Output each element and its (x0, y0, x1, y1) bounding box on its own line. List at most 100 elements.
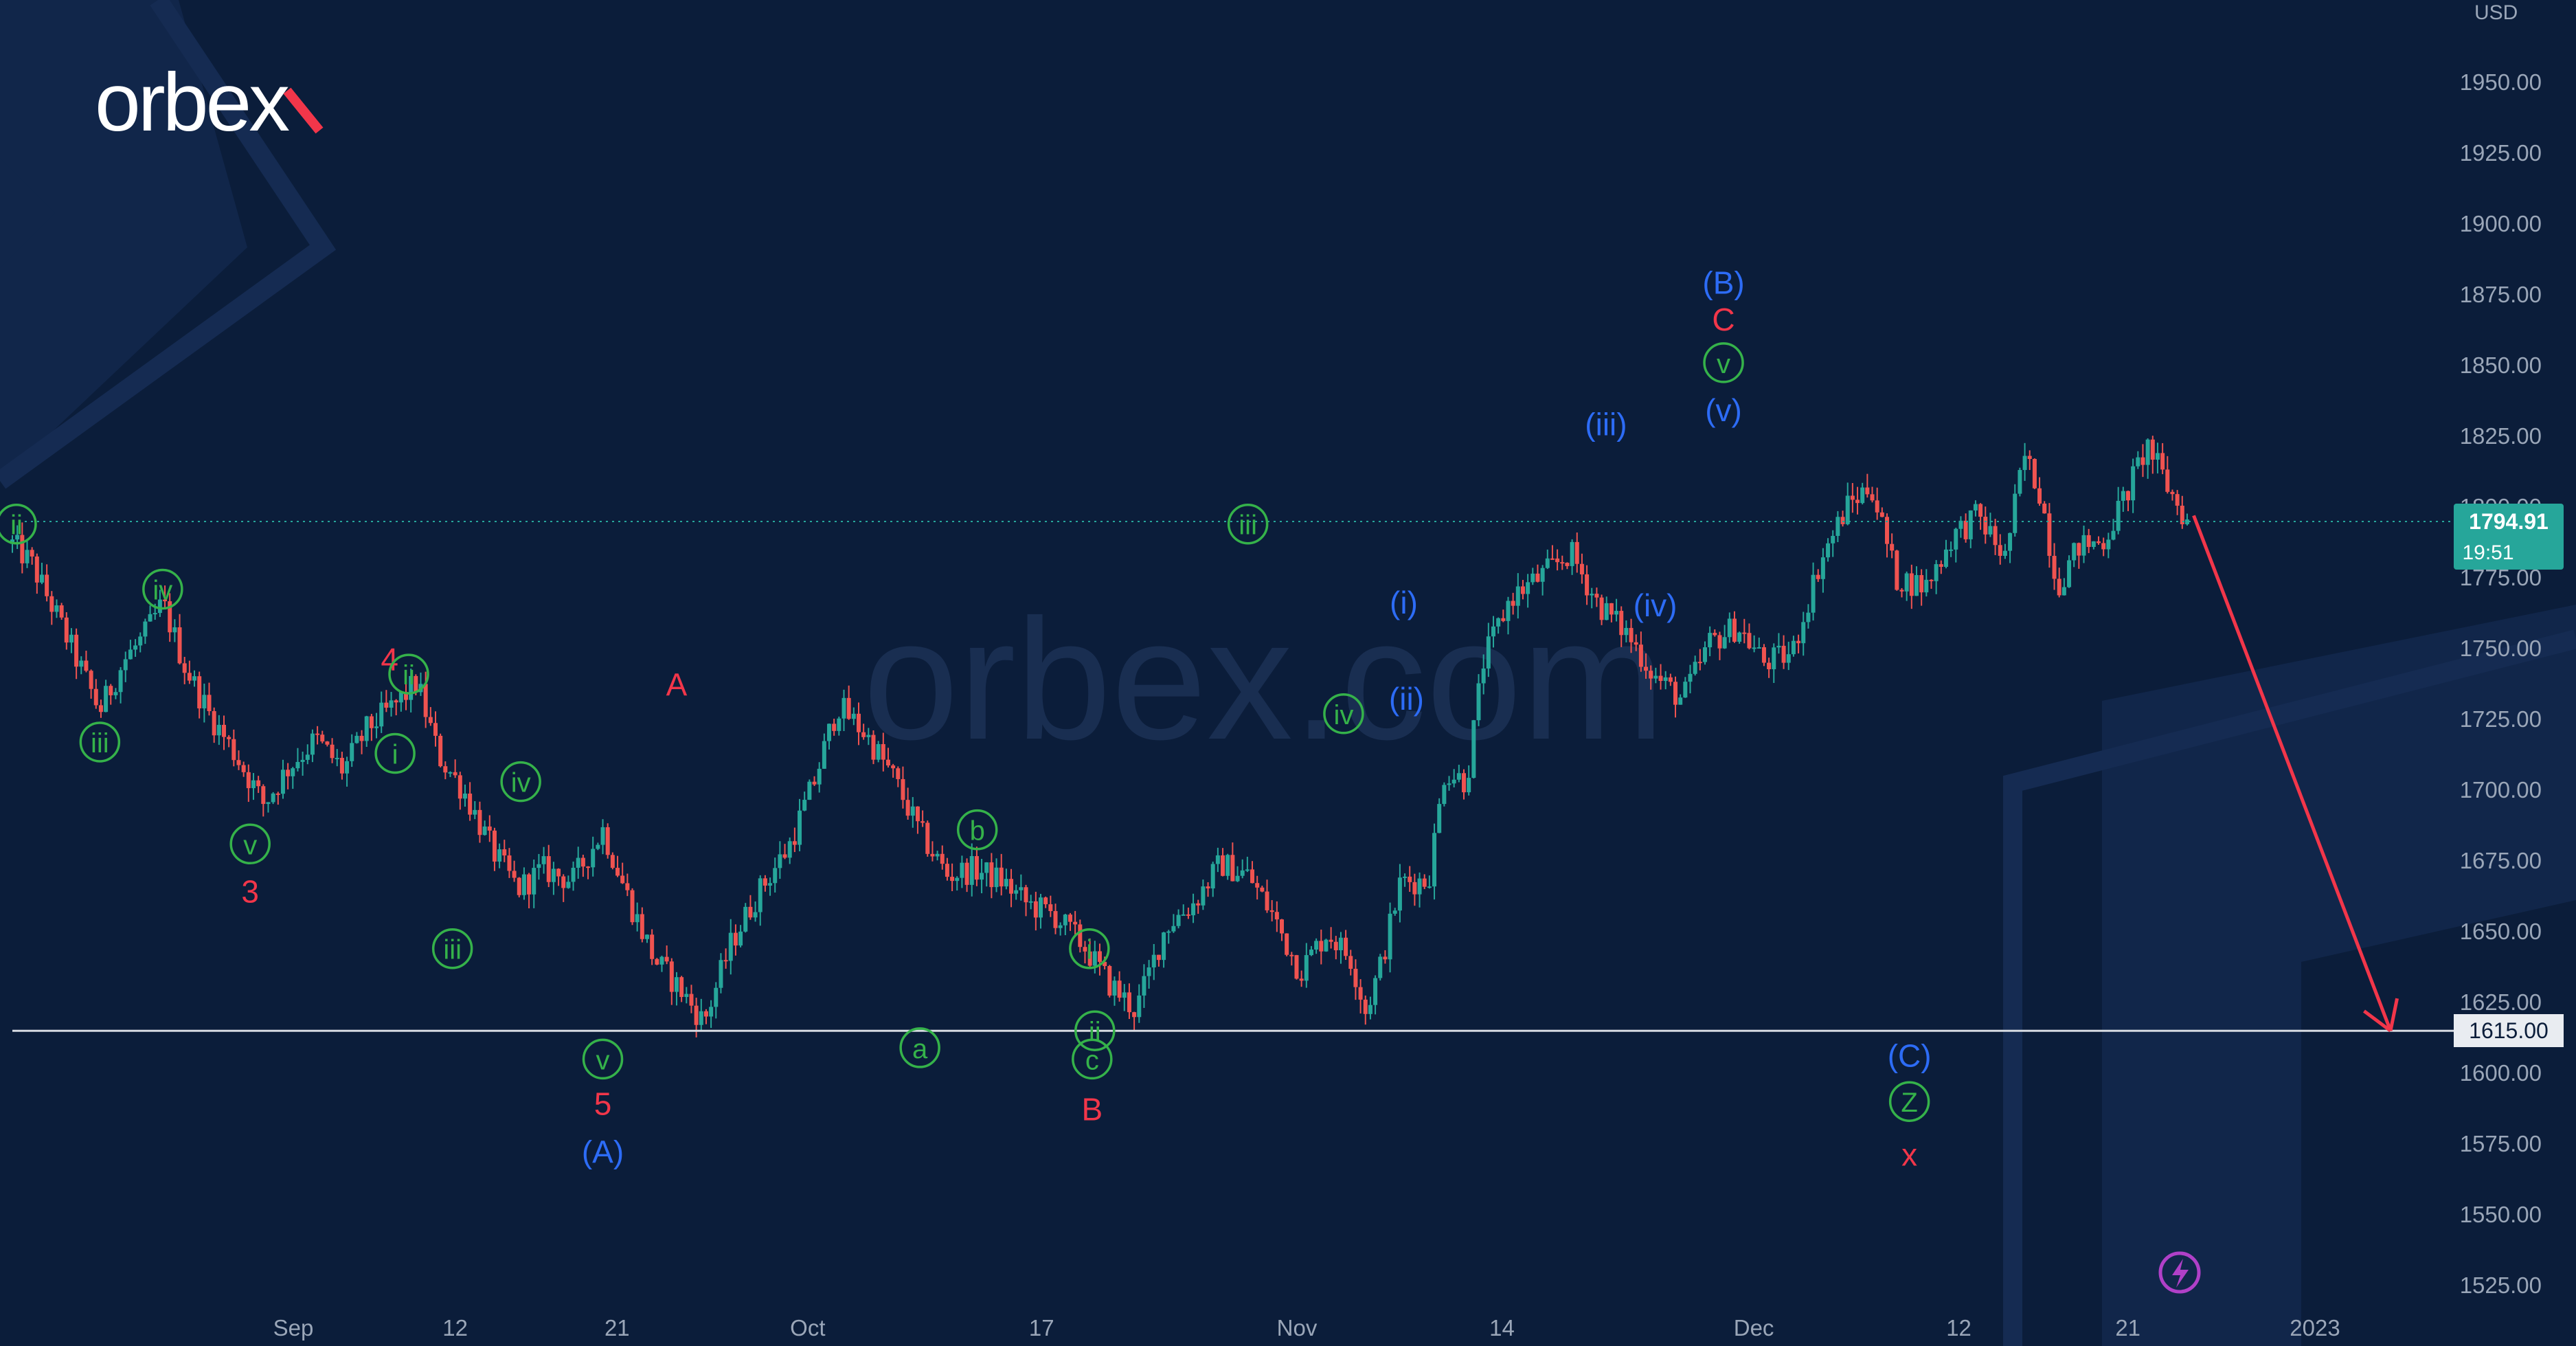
candle-body (2184, 519, 2189, 524)
time-axis[interactable]: Sep 12 21 Oct 17 Nov 14 Dec 12 21 2023 (273, 1315, 2340, 1341)
wave-label: (iv) (1634, 587, 1677, 623)
wave-label-circle (1888, 1081, 1930, 1122)
candle-body (1442, 785, 1447, 805)
candle-body (2013, 493, 2018, 533)
candle-body (984, 862, 989, 873)
wave-label-circle (374, 732, 416, 774)
candle-body (969, 855, 974, 885)
candle-body (1697, 662, 1702, 664)
candle-body (2150, 439, 2155, 460)
candle-body (2180, 505, 2184, 524)
candle-body (1146, 967, 1151, 976)
wave-label: v (243, 830, 257, 860)
candle-body (1988, 526, 1993, 535)
wave-label: iv (152, 575, 172, 605)
candle-body (723, 960, 728, 962)
candle-body (143, 621, 148, 637)
wave-label: iii (443, 935, 462, 965)
candle-body (1806, 612, 1811, 622)
candle-body (1540, 568, 1545, 582)
candle-body (109, 686, 113, 695)
candle-body (1515, 586, 1520, 606)
candle-body (1895, 550, 1899, 590)
candle-body (379, 702, 384, 727)
candle-body (1092, 951, 1097, 966)
candle-body (2042, 503, 2047, 514)
candle-body (1590, 594, 1594, 596)
candle-body (2145, 439, 2150, 465)
time-tick-label: 2023 (2290, 1315, 2340, 1341)
candle-body (1299, 978, 1304, 981)
candle-body (1338, 937, 1343, 951)
candle-body (733, 932, 738, 946)
candle-body (1063, 915, 1067, 926)
candle-body (457, 775, 462, 799)
candle-body (1196, 903, 1201, 906)
candle-body (453, 772, 457, 776)
candle-series (10, 436, 2189, 1037)
support-level-badge: 1615.00 (2454, 1014, 2564, 1047)
candle-body (1078, 924, 1083, 947)
projection-line[interactable] (2192, 515, 2393, 1032)
candle-body (1737, 632, 1742, 642)
candle-body (1875, 500, 1879, 513)
candle-body (2057, 579, 2061, 596)
price-tick-label: 1625.00 (2460, 989, 2542, 1015)
candle-body (1649, 671, 1653, 679)
candle-body (2077, 543, 2081, 556)
candle-body (148, 614, 152, 622)
candle-body (1668, 677, 1673, 682)
candle-body (994, 867, 999, 888)
candle-body (753, 912, 758, 918)
candle-body (566, 882, 571, 888)
wave-label: ii (403, 660, 415, 691)
time-tick-label: 12 (1946, 1315, 1971, 1341)
candle-body (1176, 915, 1181, 926)
candle-body (1565, 563, 1570, 566)
candle-body (2131, 466, 2136, 501)
candle-body (1294, 955, 1299, 979)
candle-body (517, 877, 521, 895)
candle-body (1274, 912, 1279, 920)
wave-label-circle (229, 823, 271, 865)
candle-body (792, 841, 797, 845)
candle-body (1107, 966, 1112, 996)
candle-body (1245, 869, 1250, 871)
candle-body (861, 732, 866, 737)
candle-body (2002, 550, 2007, 556)
candle-body (2047, 513, 2052, 557)
candle-body (571, 867, 576, 882)
candle-body (369, 716, 374, 728)
candle-body (2067, 560, 2072, 587)
price-tick-label: 1700.00 (2460, 777, 2542, 803)
candle-body (2072, 543, 2077, 561)
horizontal-lines (12, 520, 2456, 1032)
candle-body (197, 676, 202, 708)
lightning-icon[interactable] (2158, 1251, 2201, 1294)
candle-body (462, 794, 467, 799)
candle-body (2081, 535, 2086, 556)
candle-body (832, 724, 837, 731)
wave-label-circle (1323, 693, 1364, 734)
candle-body (98, 705, 103, 713)
candle-body (1653, 675, 1658, 679)
candle-body (1786, 654, 1791, 663)
candle-body (980, 873, 984, 880)
candle-body (841, 697, 846, 719)
candle-body (2022, 456, 2027, 471)
candle-body (1181, 914, 1186, 916)
candle-body (172, 627, 177, 633)
candle-body (1919, 574, 1924, 593)
currency-label: USD (2474, 1, 2518, 24)
candle-body (891, 765, 896, 769)
candle-body (1983, 517, 1988, 535)
candle-body (1934, 564, 1939, 581)
candle-body (1958, 520, 1963, 529)
candle-body (389, 700, 394, 708)
price-tick-label: 1900.00 (2460, 211, 2542, 236)
candle-body (1408, 876, 1412, 882)
candle-body (394, 700, 398, 703)
